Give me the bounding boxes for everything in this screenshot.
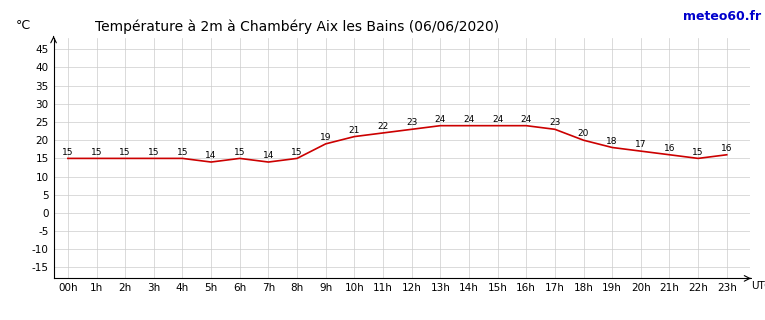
Text: UTC: UTC (751, 281, 765, 291)
Text: 18: 18 (607, 137, 618, 146)
Text: 15: 15 (692, 148, 704, 156)
Text: meteo60.fr: meteo60.fr (683, 10, 761, 23)
Text: 16: 16 (664, 144, 675, 153)
Text: 21: 21 (349, 126, 360, 135)
Text: 24: 24 (435, 115, 446, 124)
Text: Température à 2m à Chambéry Aix les Bains (06/06/2020): Température à 2m à Chambéry Aix les Bain… (96, 19, 500, 34)
Text: 15: 15 (62, 148, 73, 156)
Text: 15: 15 (119, 148, 131, 156)
Text: °C: °C (15, 19, 31, 32)
Text: 16: 16 (721, 144, 733, 153)
Text: 24: 24 (521, 115, 532, 124)
Text: 15: 15 (177, 148, 188, 156)
Text: 19: 19 (320, 133, 331, 142)
Text: 14: 14 (206, 151, 216, 160)
Text: 23: 23 (406, 118, 418, 127)
Text: 15: 15 (291, 148, 303, 156)
Text: 15: 15 (234, 148, 246, 156)
Text: 15: 15 (91, 148, 103, 156)
Text: 24: 24 (464, 115, 474, 124)
Text: 20: 20 (578, 129, 589, 138)
Text: 14: 14 (262, 151, 274, 160)
Text: 17: 17 (635, 140, 646, 149)
Text: 15: 15 (148, 148, 160, 156)
Text: 24: 24 (492, 115, 503, 124)
Text: 23: 23 (549, 118, 561, 127)
Text: 22: 22 (377, 122, 389, 131)
